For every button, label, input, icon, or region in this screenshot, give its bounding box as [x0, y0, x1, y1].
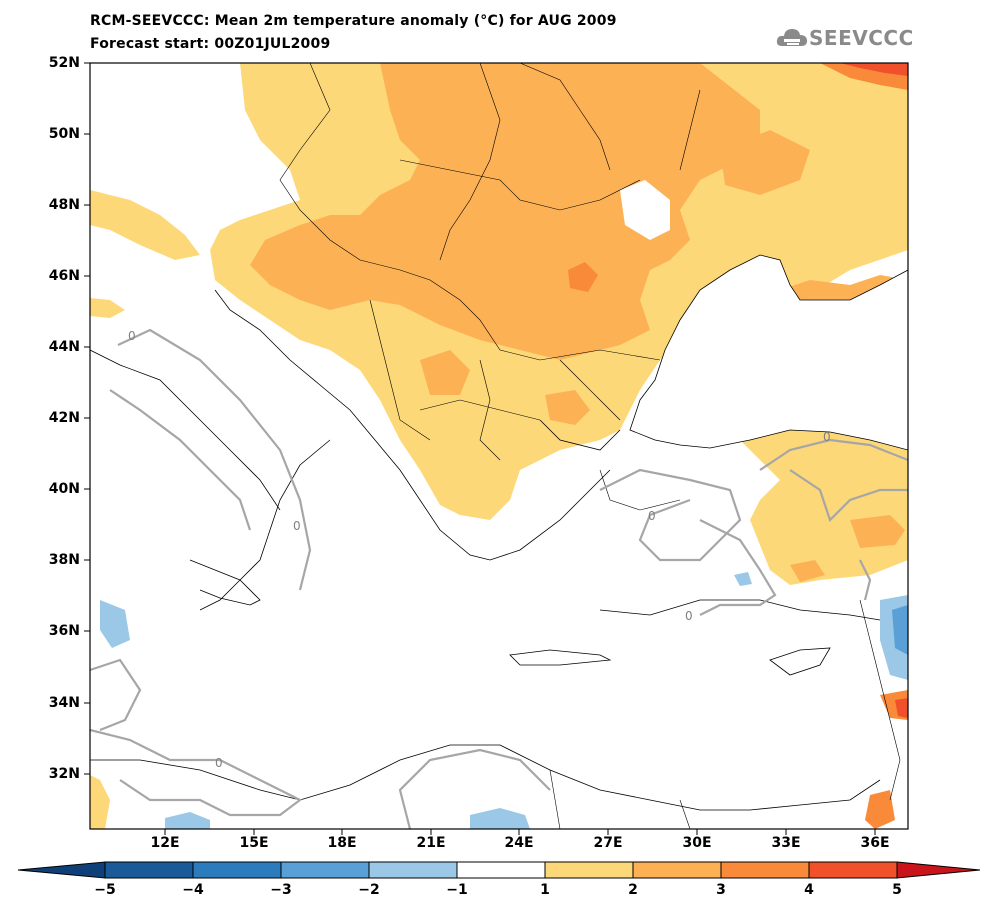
colorbar-label: −2: [358, 882, 380, 898]
lon-label: 24E: [504, 835, 534, 851]
contour-label: 0: [648, 509, 656, 523]
black-sea: [629, 254, 908, 451]
contour-labels: 0 0 0 0 0 0: [128, 329, 831, 770]
contour-label: 0: [128, 329, 136, 343]
logo-text: SEEVCCC: [809, 26, 914, 50]
seevccc-logo: SEEVCCC: [776, 24, 916, 52]
lon-label: 15E: [239, 835, 269, 851]
adriatic-sea: [220, 310, 380, 470]
forecast-start-label: Forecast start: 00Z01JUL2009: [90, 36, 331, 52]
lat-label: 46N: [48, 268, 80, 284]
colorbar-label: 1: [540, 882, 550, 898]
lat-label: 38N: [48, 552, 80, 568]
colorbar-label: 4: [804, 882, 814, 898]
extreme-anomaly-levant: [895, 698, 908, 718]
lon-ticks: [164, 829, 876, 835]
lat-label: 42N: [48, 410, 80, 426]
cold-anomaly-south: [470, 808, 530, 829]
colorbar-bin: [720, 861, 810, 879]
colorbar-bin: [808, 861, 898, 879]
colorbar-label: −4: [182, 882, 204, 898]
colorbar-low-extend: [17, 861, 106, 879]
contour-label: 0: [293, 519, 301, 533]
colorbar-label: −5: [94, 882, 116, 898]
colorbar-label: −3: [270, 882, 292, 898]
map-frame: [89, 62, 909, 830]
colorbar: [17, 861, 981, 879]
warm-anomaly-northwest: [90, 190, 200, 260]
lat-label: 44N: [48, 339, 80, 355]
lon-label: 12E: [150, 835, 180, 851]
strong-anomaly-core: [250, 63, 760, 360]
warm-anomaly-west-coast: [90, 298, 125, 318]
strong-anomaly-east: [720, 130, 810, 195]
contour-label: 0: [685, 609, 693, 623]
colorbar-label: 2: [628, 882, 638, 898]
cloud-logo-icon: [776, 29, 807, 46]
colorbar-label: 3: [716, 882, 726, 898]
map-title: RCM-SEEVCCC: Mean 2m temperature anomaly…: [90, 13, 617, 29]
lat-label: 32N: [48, 766, 80, 782]
lon-label: 30E: [682, 835, 712, 851]
coastlines: [90, 289, 881, 811]
colorbar-bin: [632, 861, 722, 879]
lon-label: 21E: [416, 835, 446, 851]
ukraine-gap: [620, 180, 670, 240]
high-anomaly-spot: [568, 262, 598, 292]
colorbar-high-extend: [896, 861, 981, 879]
lon-label: 18E: [327, 835, 357, 851]
colorbar-bin: [280, 861, 370, 879]
cold-anomaly-syria-core: [892, 605, 908, 655]
contour-label: 0: [823, 430, 831, 444]
anomaly-field: 0 0 0 0 0 0: [90, 63, 908, 829]
zero-contours: [90, 328, 908, 829]
strong-anomaly-east-turkey2: [790, 560, 825, 582]
lat-label: 50N: [48, 126, 80, 142]
strong-anomaly-east-turkey: [850, 515, 905, 548]
lat-label: 34N: [48, 695, 80, 711]
cold-anomaly-tunisia: [100, 600, 130, 648]
cold-anomaly-anatolia: [734, 572, 752, 586]
warm-anomaly-southwest: [90, 775, 110, 829]
colorbar-bin: [544, 861, 634, 879]
lon-label: 27E: [593, 835, 623, 851]
colorbar-bin: [192, 861, 282, 879]
strong-anomaly-south: [420, 350, 470, 395]
colorbar-bin: [456, 861, 546, 879]
lat-ticks: [84, 62, 90, 775]
cold-anomaly-southwest: [165, 812, 210, 829]
lat-label: 52N: [48, 55, 80, 71]
strong-anomaly-south2: [545, 390, 590, 425]
colorbar-label: −1: [446, 882, 468, 898]
high-anomaly-sinai: [865, 790, 895, 829]
lat-label: 48N: [48, 197, 80, 213]
borders: [279, 63, 901, 829]
lon-label: 33E: [771, 835, 801, 851]
colorbar-bin: [368, 861, 458, 879]
lat-label: 36N: [48, 623, 80, 639]
contour-label: 0: [215, 756, 223, 770]
lat-label: 40N: [48, 481, 80, 497]
colorbar-bin: [104, 861, 194, 879]
colorbar-label: 5: [892, 882, 902, 898]
lon-label: 36E: [860, 835, 890, 851]
extreme-anomaly-northeast: [840, 63, 908, 76]
